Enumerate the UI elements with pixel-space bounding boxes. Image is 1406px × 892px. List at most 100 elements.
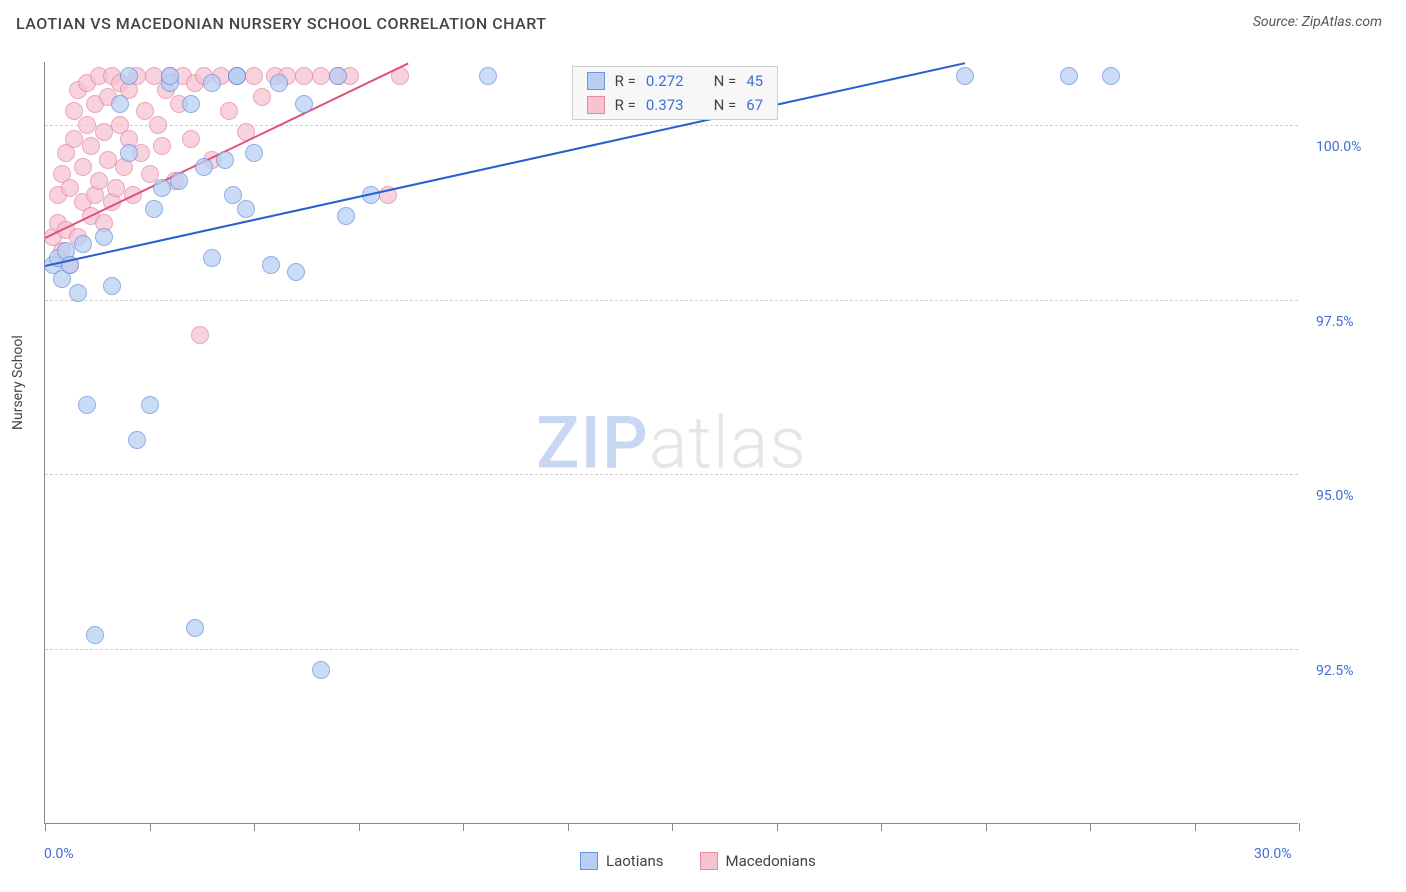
y-tick-label: 95.0% — [1316, 488, 1382, 504]
watermark-zip: ZIP — [536, 400, 649, 485]
macedonians-point — [195, 67, 213, 85]
macedonians-point — [53, 165, 71, 183]
x-tick — [1299, 823, 1300, 831]
r-label: R = — [615, 72, 636, 90]
laotians-point — [78, 396, 96, 414]
macedonians-point — [295, 67, 313, 85]
macedonians-point — [82, 137, 100, 155]
x-tick — [672, 823, 673, 831]
macedonians-point — [95, 214, 113, 232]
legend-item-laotians: Laotians — [580, 852, 664, 870]
laotians-point — [111, 95, 129, 113]
laotians-point — [1060, 67, 1078, 85]
laotians-point — [103, 277, 121, 295]
n-value: 45 — [746, 72, 763, 90]
macedonians-point — [74, 193, 92, 211]
laotians-point — [956, 67, 974, 85]
stats-legend-row-laotians: R = 0.272 N = 45 — [573, 69, 777, 93]
macedonians-point — [90, 67, 108, 85]
scatter-plot-area: ZIPatlas R = 0.272 N = 45 R =0.373N =67 — [44, 62, 1298, 824]
y-tick-label: 100.0% — [1316, 139, 1382, 155]
macedonians-point — [120, 81, 138, 99]
macedonians-point — [141, 165, 159, 183]
macedonians-point — [132, 144, 150, 162]
laotians-point — [337, 207, 355, 225]
laotians-point — [479, 67, 497, 85]
laotians-point — [95, 228, 113, 246]
macedonians-point — [69, 228, 87, 246]
watermark: ZIPatlas — [536, 400, 807, 485]
legend-item-macedonians: Macedonians — [700, 852, 816, 870]
macedonians-point — [153, 137, 171, 155]
macedonians-trendline — [45, 62, 410, 239]
macedonians-point — [111, 74, 129, 92]
macedonians-point — [69, 81, 87, 99]
macedonians-point — [174, 67, 192, 85]
macedonians-point — [65, 102, 83, 120]
x-tick — [45, 823, 46, 831]
macedonians-point — [65, 130, 83, 148]
macedonians-point — [157, 81, 175, 99]
stats-legend-row-macedonians: R =0.373N =67 — [573, 93, 777, 117]
macedonians-point — [99, 88, 117, 106]
x-tick — [463, 823, 464, 831]
laotians-trendline — [45, 62, 965, 267]
laotians-point — [161, 74, 179, 92]
laotians-point — [228, 67, 246, 85]
laotians-point — [120, 67, 138, 85]
macedonians-point — [53, 242, 71, 260]
legend-label: Macedonians — [726, 852, 816, 870]
y-tick-label: 92.5% — [1316, 663, 1382, 679]
laotians-point — [203, 74, 221, 92]
macedonians-point — [341, 67, 359, 85]
macedonians-point — [266, 67, 284, 85]
laotians-point — [128, 431, 146, 449]
gridline-h — [45, 649, 1298, 650]
laotians-point — [57, 242, 75, 260]
x-tick — [568, 823, 569, 831]
laotians-point — [329, 67, 347, 85]
macedonians-point — [99, 151, 117, 169]
x-tick — [254, 823, 255, 831]
macedonians-point — [90, 172, 108, 190]
n-label: N = — [714, 72, 737, 90]
macedonians-point — [136, 102, 154, 120]
stats-legend: R = 0.272 N = 45 R =0.373N =67 — [572, 66, 778, 120]
laotians-point — [287, 263, 305, 281]
macedonians-point — [170, 95, 188, 113]
macedonians-point — [61, 179, 79, 197]
macedonians-point — [115, 158, 133, 176]
laotians-point — [161, 67, 179, 85]
x-tick — [881, 823, 882, 831]
macedonians-point — [278, 67, 296, 85]
laotians-swatch — [580, 852, 598, 870]
laotians-point — [186, 619, 204, 637]
macedonians-point — [86, 186, 104, 204]
laotians-point — [245, 144, 263, 162]
macedonians-point — [182, 130, 200, 148]
macedonians-point — [103, 67, 121, 85]
laotians-point — [145, 200, 163, 218]
laotians-point — [182, 95, 200, 113]
x-tick — [986, 823, 987, 831]
laotians-point — [203, 249, 221, 267]
x-tick — [150, 823, 151, 831]
laotians-point — [270, 74, 288, 92]
y-tick-label: 97.5% — [1316, 314, 1382, 330]
n-label: N = — [714, 96, 737, 114]
chart-title: LAOTIAN VS MACEDONIAN NURSERY SCHOOL COR… — [16, 14, 547, 33]
macedonians-point — [329, 67, 347, 85]
x-tick-label: 0.0% — [44, 846, 74, 862]
laotians-point — [86, 626, 104, 644]
laotians-point — [74, 235, 92, 253]
macedonians-point — [86, 95, 104, 113]
laotians-point — [237, 200, 255, 218]
laotians-point — [1102, 67, 1120, 85]
macedonians-point — [245, 67, 263, 85]
r-value: 0.272 — [646, 72, 684, 90]
y-axis-label: Nursery School — [10, 335, 26, 430]
macedonians-swatch — [587, 96, 605, 114]
macedonians-point — [107, 179, 125, 197]
legend-label: Laotians — [606, 852, 664, 870]
x-tick — [777, 823, 778, 831]
